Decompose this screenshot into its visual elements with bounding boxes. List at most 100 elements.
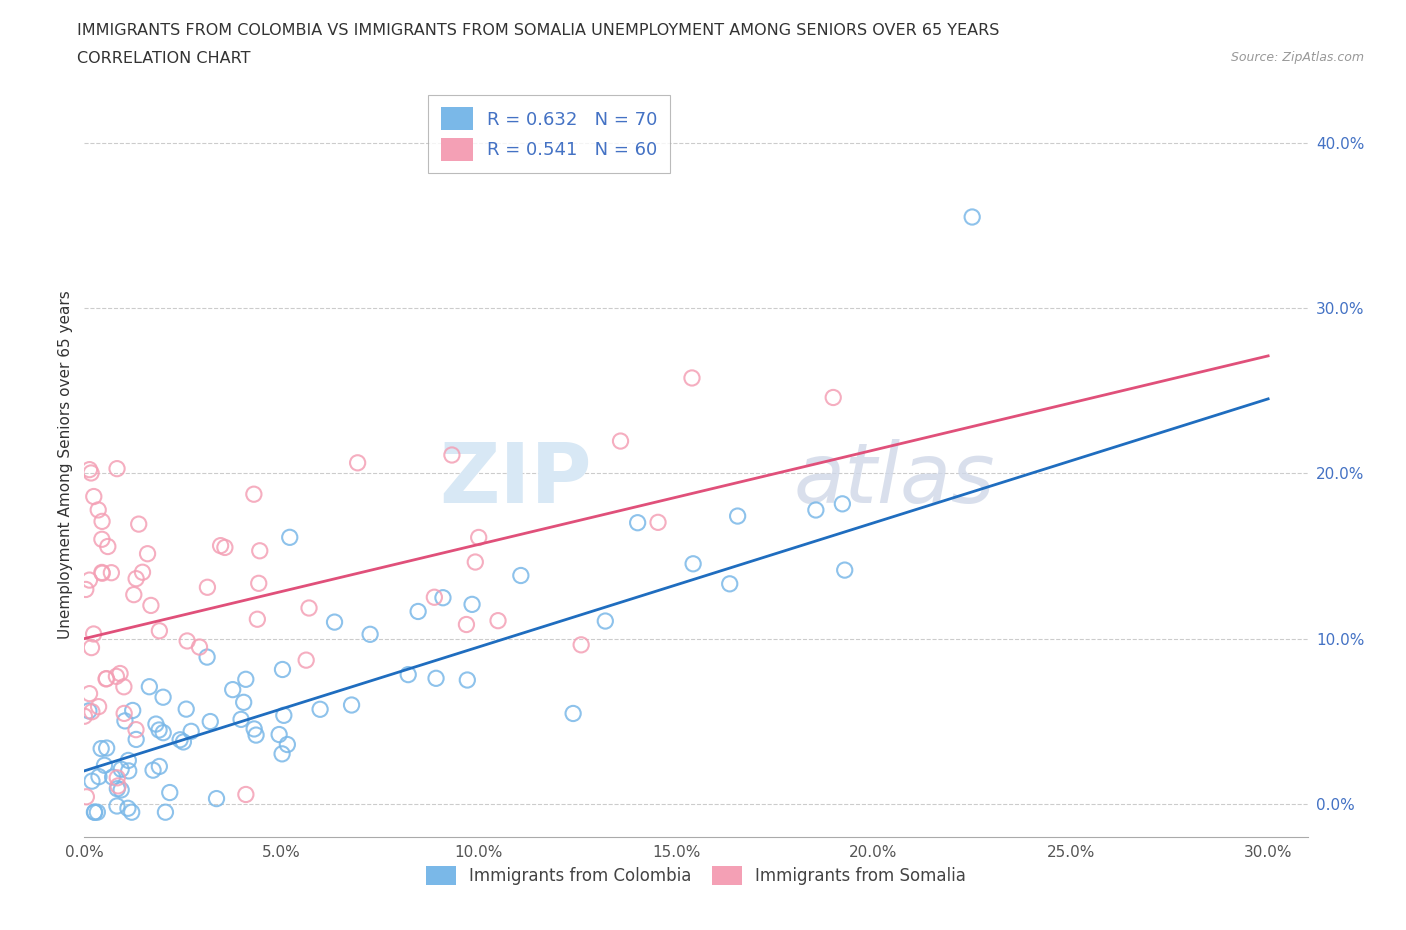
Point: [609, 433, 631, 448]
Point: [80, 774, 103, 789]
Point: [169, 732, 191, 747]
Point: [112, 679, 135, 694]
Point: [246, 612, 269, 627]
Point: [83, 804, 105, 819]
Point: [128, 517, 150, 532]
Point: [456, 618, 478, 632]
Point: [83, 489, 105, 504]
Point: [273, 708, 295, 723]
Point: [188, 640, 211, 655]
Point: [73, 709, 96, 724]
Point: [105, 781, 128, 796]
Point: [79, 573, 101, 588]
Point: [131, 565, 153, 579]
Point: [79, 686, 101, 701]
Point: [834, 563, 856, 578]
Point: [90, 532, 112, 547]
Point: [80, 466, 103, 481]
Point: [718, 577, 741, 591]
Point: [569, 637, 592, 652]
Point: [114, 713, 136, 728]
Point: [831, 497, 853, 512]
Point: [152, 725, 174, 740]
Point: [101, 770, 124, 785]
Point: [271, 747, 294, 762]
Point: [96, 740, 118, 755]
Point: [396, 667, 419, 682]
Point: [100, 565, 122, 580]
Point: [93, 758, 115, 773]
Point: [83, 627, 105, 642]
Point: [432, 591, 454, 605]
Point: [232, 695, 254, 710]
Point: [105, 770, 128, 785]
Point: [159, 785, 181, 800]
Point: [323, 615, 346, 630]
Point: [174, 702, 197, 717]
Point: [105, 799, 128, 814]
Point: [467, 530, 489, 545]
Point: [804, 502, 827, 517]
Point: [136, 546, 159, 561]
Point: [200, 714, 222, 729]
Point: [91, 565, 114, 580]
Point: [298, 601, 321, 616]
Point: [197, 579, 219, 594]
Point: [80, 640, 103, 655]
Point: [229, 712, 252, 727]
Point: [105, 669, 128, 684]
Point: [276, 737, 298, 752]
Point: [340, 698, 363, 712]
Point: [117, 753, 139, 768]
Point: [86, 804, 108, 819]
Point: [647, 515, 669, 530]
Point: [176, 633, 198, 648]
Point: [461, 597, 484, 612]
Point: [249, 543, 271, 558]
Point: [269, 727, 291, 742]
Text: IMMIGRANTS FROM COLOMBIA VS IMMIGRANTS FROM SOMALIA UNEMPLOYMENT AMONG SENIORS O: IMMIGRANTS FROM COLOMBIA VS IMMIGRANTS F…: [77, 23, 1000, 38]
Point: [142, 763, 165, 777]
Point: [486, 613, 509, 628]
Point: [425, 671, 447, 685]
Point: [83, 804, 105, 819]
Text: CORRELATION CHART: CORRELATION CHART: [77, 51, 250, 66]
Point: [245, 727, 267, 742]
Point: [87, 502, 110, 517]
Point: [148, 623, 170, 638]
Point: [96, 671, 118, 686]
Point: [138, 679, 160, 694]
Point: [90, 565, 112, 580]
Point: [110, 762, 132, 777]
Point: [148, 723, 170, 737]
Point: [222, 683, 245, 698]
Point: [118, 764, 141, 778]
Text: Source: ZipAtlas.com: Source: ZipAtlas.com: [1230, 51, 1364, 64]
Point: [91, 514, 114, 529]
Point: [209, 538, 232, 553]
Point: [90, 741, 112, 756]
Point: [148, 759, 170, 774]
Point: [112, 706, 135, 721]
Point: [727, 509, 749, 524]
Point: [823, 390, 845, 405]
Point: [271, 662, 294, 677]
Point: [180, 724, 202, 738]
Point: [681, 370, 703, 385]
Point: [121, 804, 143, 819]
Point: [79, 462, 101, 477]
Point: [235, 787, 257, 802]
Point: [456, 672, 478, 687]
Point: [87, 769, 110, 784]
Point: [423, 590, 446, 604]
Point: [94, 671, 117, 686]
Point: [152, 690, 174, 705]
Point: [440, 447, 463, 462]
Point: [87, 699, 110, 714]
Point: [155, 804, 177, 819]
Point: [359, 627, 381, 642]
Text: atlas: atlas: [794, 439, 995, 521]
Legend: Immigrants from Colombia, Immigrants from Somalia: Immigrants from Colombia, Immigrants fro…: [419, 859, 973, 892]
Point: [107, 778, 129, 793]
Point: [562, 706, 585, 721]
